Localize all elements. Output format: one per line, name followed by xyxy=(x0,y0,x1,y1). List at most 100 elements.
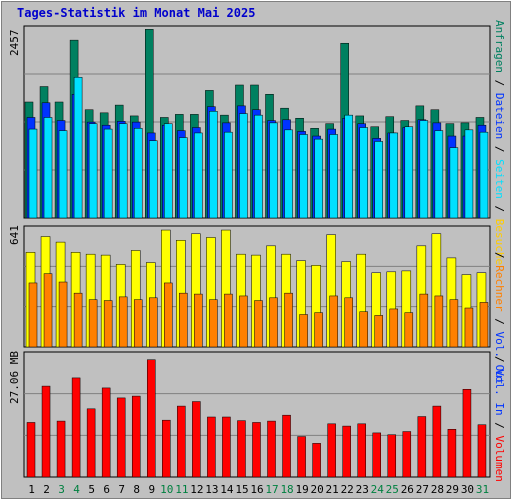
bar-rechner-day-27 xyxy=(419,293,429,348)
chart-title: Tages-Statistik im Monat Mai 2025 xyxy=(17,6,256,20)
bar-seiten-day-20 xyxy=(314,138,323,219)
bar-rechner-day-22 xyxy=(344,297,353,348)
day-label-29: 29 xyxy=(446,483,459,496)
bar-rechner-day-3 xyxy=(58,281,68,348)
bar-seiten-day-10 xyxy=(164,123,173,219)
bar-rechner-day-23 xyxy=(359,311,368,348)
day-label-19: 19 xyxy=(295,483,308,496)
day-label-18: 18 xyxy=(280,483,293,496)
day-label-11: 11 xyxy=(175,483,188,496)
bar-volumen-day-11 xyxy=(177,405,186,478)
bar-rechner-day-2 xyxy=(43,273,53,348)
bar-volumen-day-2 xyxy=(41,385,51,478)
bar-volumen-day-15 xyxy=(237,420,246,478)
bar-volumen-day-30 xyxy=(462,389,472,478)
bar-volumen-day-24 xyxy=(372,432,381,478)
bar-seiten-day-23 xyxy=(359,127,368,219)
bar-seiten-day-30 xyxy=(464,129,474,219)
bar-seiten-day-13 xyxy=(209,111,218,219)
day-label-15: 15 xyxy=(235,483,248,496)
bar-rechner-day-26 xyxy=(404,312,414,348)
day-label-17: 17 xyxy=(265,483,278,496)
bar-volumen-day-14 xyxy=(222,416,231,478)
day-label-5: 5 xyxy=(88,483,95,496)
bar-rechner-day-12 xyxy=(194,293,203,348)
bar-volumen-day-29 xyxy=(447,429,457,478)
bar-seiten-day-24 xyxy=(374,141,383,219)
bar-rechner-day-14 xyxy=(224,293,233,348)
day-label-14: 14 xyxy=(220,483,234,496)
bar-seiten-day-27 xyxy=(419,120,429,219)
day-label-25: 25 xyxy=(386,483,399,496)
day-label-20: 20 xyxy=(311,483,324,496)
bar-rechner-day-4 xyxy=(73,292,83,348)
bar-seiten-day-31 xyxy=(479,131,489,219)
bar-seiten-day-11 xyxy=(179,137,188,219)
bar-volumen-day-20 xyxy=(312,443,321,478)
bar-rechner-day-29 xyxy=(449,299,459,348)
bar-seiten-day-26 xyxy=(404,126,414,219)
bar-seiten-day-14 xyxy=(224,131,233,219)
bar-volumen-day-5 xyxy=(86,408,96,478)
bar-volumen-day-16 xyxy=(252,422,261,478)
bar-seiten-day-3 xyxy=(58,130,68,219)
bar-volumen-day-18 xyxy=(282,414,291,478)
bar-rechner-day-8 xyxy=(133,299,143,348)
bar-seiten-day-12 xyxy=(194,132,203,219)
day-label-6: 6 xyxy=(103,483,110,496)
bar-seiten-day-1 xyxy=(28,128,38,219)
bar-seiten-day-2 xyxy=(43,117,53,219)
bar-volumen-day-26 xyxy=(402,431,412,478)
bar-volumen-day-13 xyxy=(207,416,216,478)
bar-volumen-day-23 xyxy=(357,423,366,478)
day-label-8: 8 xyxy=(133,483,140,496)
day-label-10: 10 xyxy=(160,483,173,496)
bar-volumen-day-9 xyxy=(147,359,156,478)
bar-seiten-day-9 xyxy=(149,140,158,219)
bar-volumen-day-21 xyxy=(327,423,336,478)
day-label-7: 7 xyxy=(118,483,125,496)
day-label-2: 2 xyxy=(43,483,50,496)
bar-seiten-day-6 xyxy=(103,128,113,219)
bar-rechner-day-18 xyxy=(284,292,293,348)
bar-seiten-day-28 xyxy=(434,130,444,219)
bar-rechner-day-25 xyxy=(389,308,399,348)
bar-rechner-day-6 xyxy=(103,300,113,348)
day-label-22: 22 xyxy=(341,483,354,496)
bar-seiten-day-18 xyxy=(284,129,293,219)
day-label-28: 28 xyxy=(431,483,444,496)
bar-rechner-day-15 xyxy=(239,295,248,348)
bar-seiten-day-29 xyxy=(449,147,459,219)
bar-rechner-day-21 xyxy=(329,295,338,348)
bar-volumen-day-10 xyxy=(162,419,171,478)
day-label-27: 27 xyxy=(416,483,429,496)
bar-seiten-day-4 xyxy=(73,77,83,219)
bar-volumen-day-6 xyxy=(101,387,111,478)
bar-seiten-day-8 xyxy=(133,128,143,219)
bar-volumen-day-28 xyxy=(432,405,442,478)
day-label-4: 4 xyxy=(73,483,80,496)
bar-volumen-day-1 xyxy=(26,422,36,478)
bar-rechner-day-17 xyxy=(269,297,278,348)
bar-rechner-day-9 xyxy=(149,297,158,348)
bar-rechner-day-28 xyxy=(434,295,444,348)
bar-volumen-day-27 xyxy=(417,416,427,478)
bar-rechner-day-30 xyxy=(464,307,474,348)
bar-volumen-day-8 xyxy=(131,395,141,478)
bar-volumen-day-7 xyxy=(116,397,126,478)
day-label-12: 12 xyxy=(190,483,203,496)
bar-seiten-day-16 xyxy=(254,114,263,219)
bar-seiten-day-22 xyxy=(344,114,353,219)
bar-seiten-day-5 xyxy=(88,123,98,219)
bar-volumen-day-19 xyxy=(297,436,306,478)
bar-volumen-day-25 xyxy=(387,434,397,478)
day-label-1: 1 xyxy=(28,483,35,496)
bar-rechner-day-19 xyxy=(299,314,308,348)
day-label-9: 9 xyxy=(148,483,155,496)
day-label-31: 31 xyxy=(476,483,489,496)
bar-seiten-day-25 xyxy=(389,132,399,219)
day-label-21: 21 xyxy=(326,483,339,496)
day-label-26: 26 xyxy=(401,483,414,496)
bar-seiten-day-21 xyxy=(329,134,338,219)
